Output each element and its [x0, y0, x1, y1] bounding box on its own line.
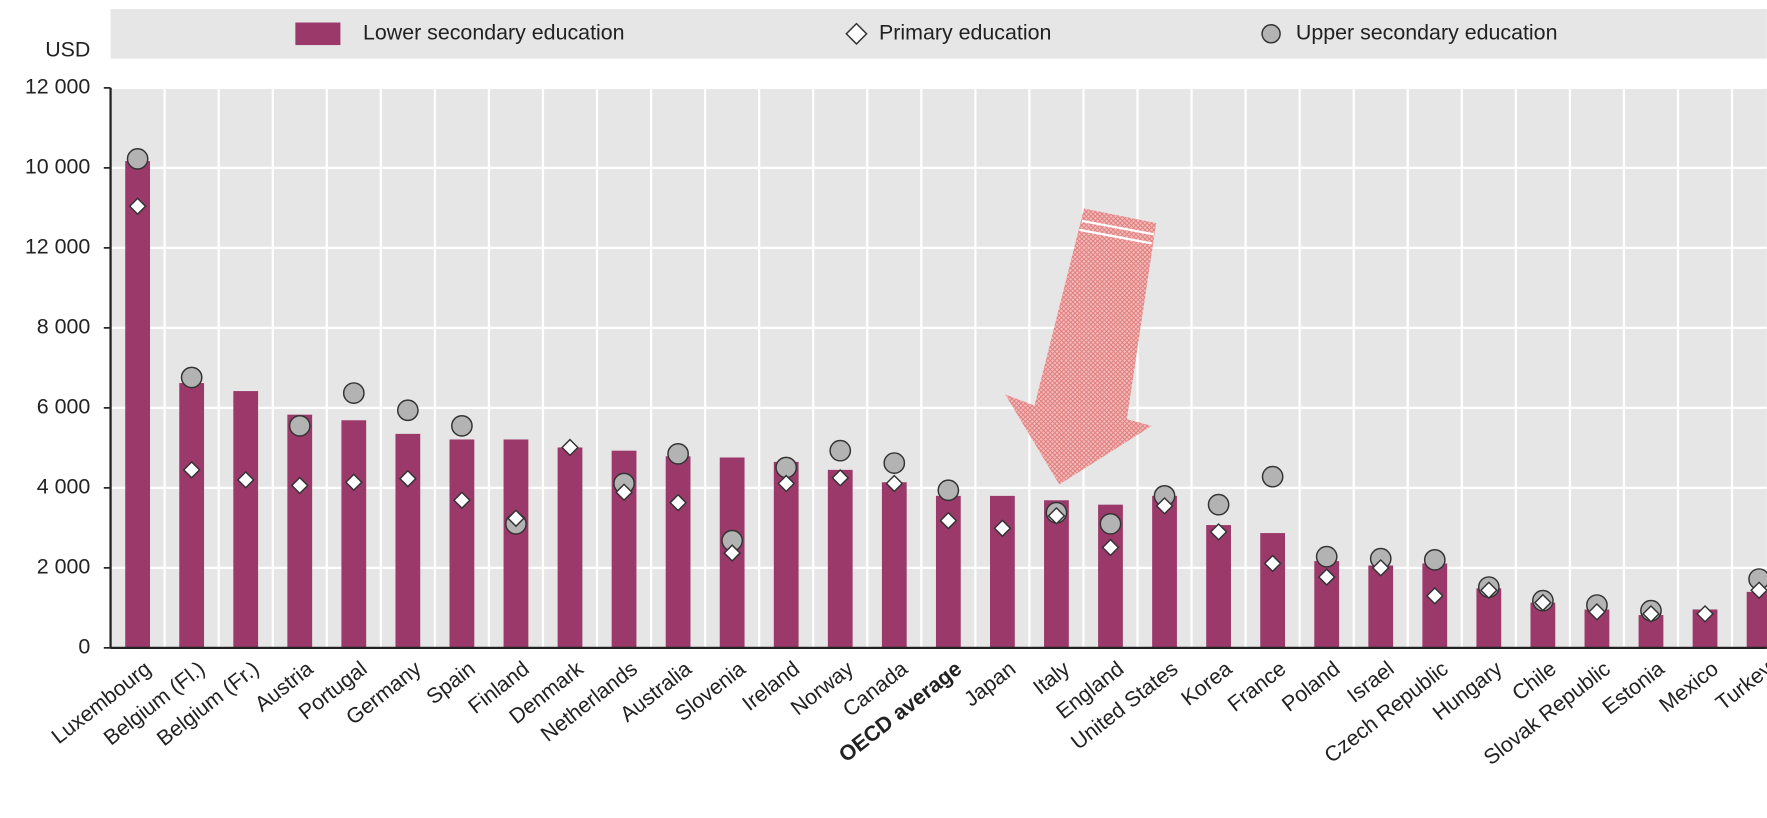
bar — [881, 482, 907, 648]
diamond-marker — [1263, 554, 1282, 573]
x-tick-label: Poland — [1277, 657, 1344, 717]
diamond-marker — [398, 469, 417, 488]
grid — [110, 86, 1767, 649]
x-tick-label: France — [1223, 657, 1290, 717]
bar — [989, 495, 1015, 648]
diamond-marker — [236, 470, 255, 489]
y-tick-label: 4 000 — [37, 475, 91, 499]
legend-swatch — [1261, 24, 1281, 44]
diamond-marker — [561, 438, 579, 457]
diamond-marker — [1696, 604, 1714, 623]
bar — [665, 456, 691, 648]
bar — [773, 461, 799, 648]
y-tick-label: 10 000 — [25, 155, 91, 179]
legend-band — [110, 9, 1767, 59]
diamond-marker — [1155, 496, 1174, 515]
legend-label: Lower secondary education — [363, 20, 625, 44]
diamond-marker — [993, 519, 1012, 538]
legend-swatch — [295, 22, 341, 46]
bar — [1746, 591, 1767, 648]
y-axis-label: USD — [45, 37, 90, 61]
bar — [1422, 563, 1448, 648]
diamond-marker — [831, 468, 850, 487]
bar — [827, 469, 853, 648]
bar — [503, 439, 529, 648]
bar — [1368, 565, 1394, 648]
x-tick-label: Japan — [960, 657, 1021, 712]
bar — [179, 383, 205, 648]
diamond-marker — [723, 544, 742, 562]
y-tick-label: 12 000 — [25, 75, 91, 99]
x-tick-label: Estonia — [1598, 656, 1669, 719]
diamond-marker — [777, 474, 796, 493]
circle-marker — [288, 414, 311, 437]
bar — [125, 161, 151, 648]
circle-marker — [1423, 548, 1446, 571]
diamond-marker — [1371, 558, 1390, 577]
circle-marker — [1099, 512, 1122, 535]
x-tick-label: Turkey — [1711, 656, 1767, 715]
marks — [125, 148, 1767, 648]
legend-label: Upper secondary education — [1296, 20, 1558, 44]
circle-marker — [396, 399, 419, 422]
circle-marker — [883, 452, 906, 474]
diamond-marker — [1047, 506, 1066, 525]
bar — [1044, 500, 1069, 648]
diamond-marker — [1209, 522, 1228, 541]
diamond-marker — [507, 509, 525, 528]
diamond-marker — [615, 483, 633, 502]
circle-marker — [451, 414, 473, 437]
circle-marker — [180, 366, 203, 389]
legend-swatch — [845, 22, 868, 45]
diamond-marker — [1101, 538, 1120, 557]
diamond-marker — [128, 197, 147, 216]
circle-marker — [1207, 493, 1230, 516]
circle-marker — [1261, 465, 1284, 488]
diamond-marker — [1317, 568, 1336, 586]
annotation-arrow — [1005, 208, 1157, 485]
diamond-marker — [1588, 602, 1606, 621]
bar — [287, 414, 313, 648]
y-tick-label: 0 — [78, 635, 90, 659]
circle-marker — [667, 442, 689, 465]
circle-marker — [342, 382, 365, 404]
bar — [395, 433, 421, 648]
legend-label: Primary education — [879, 20, 1051, 44]
diamond-marker — [344, 473, 363, 492]
diamond-marker — [1750, 581, 1767, 600]
diamond-marker — [885, 474, 904, 493]
circle-marker — [1315, 545, 1338, 568]
bar — [557, 447, 583, 648]
diamond-marker — [1425, 586, 1444, 605]
diamond-marker — [290, 476, 309, 495]
diamond-marker — [939, 511, 958, 530]
diamond-marker — [452, 491, 471, 510]
diamond-marker — [1479, 581, 1498, 600]
y-tick-label: 8 000 — [37, 315, 91, 339]
circle-marker — [937, 479, 960, 502]
circle-marker — [126, 148, 149, 170]
bar — [341, 420, 367, 648]
diamond-marker — [1533, 593, 1552, 612]
y-tick-label: 6 000 — [37, 395, 91, 419]
bar — [1260, 533, 1286, 648]
bar — [1206, 525, 1231, 648]
diamond-marker — [1642, 604, 1660, 623]
y-tick-label: 2 000 — [37, 555, 91, 579]
diamond-marker — [182, 460, 201, 479]
bar — [233, 391, 259, 648]
circle-marker — [829, 439, 852, 462]
y-tick-label: 12 000 — [25, 235, 91, 259]
bar — [449, 439, 475, 648]
x-tick-label: Mexico — [1655, 657, 1723, 718]
bar — [1152, 495, 1177, 648]
diamond-marker — [669, 493, 688, 512]
